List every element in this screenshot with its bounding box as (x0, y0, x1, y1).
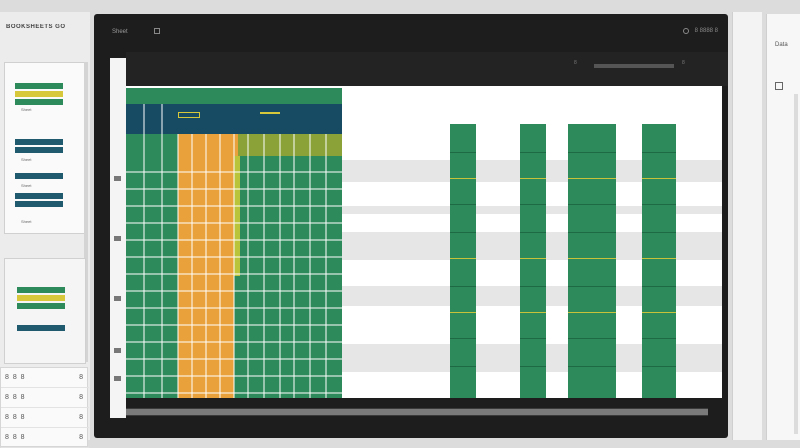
window-title: Sheet (112, 29, 128, 35)
zoom-value: 8 (682, 60, 685, 66)
cell-divider (642, 258, 676, 259)
sheet-thumbnail[interactable] (15, 139, 63, 155)
column-bar[interactable] (642, 124, 676, 398)
scrollbar-thumb[interactable] (126, 409, 708, 415)
square-icon[interactable] (775, 82, 783, 90)
cell-divider (568, 286, 616, 287)
sheet-thumbnail[interactable] (15, 173, 63, 181)
window-status: 8 8888 8 (694, 28, 718, 34)
file-name: 8 8 8 (5, 414, 26, 421)
cell-divider (450, 178, 476, 179)
cell-divider (450, 152, 476, 153)
toolbar: 8 8 (126, 52, 728, 86)
column-bar[interactable] (520, 124, 546, 398)
cell-divider (568, 338, 616, 339)
panel-scrollbar[interactable] (794, 94, 798, 434)
cell-divider (642, 204, 676, 205)
cell-divider (642, 152, 676, 153)
preview-thumbnail[interactable] (17, 287, 65, 333)
cell-divider (520, 204, 546, 205)
header-row[interactable] (126, 88, 342, 104)
thumbnail-panel[interactable]: Sheet Sheet Sheet Sheet (4, 62, 86, 234)
thumbnail-caption: Sheet (21, 219, 32, 224)
grid-lines (126, 104, 342, 398)
file-count: 8 (79, 374, 83, 381)
cell-divider (520, 152, 546, 153)
file-list: 8 8 8 8 8 8 8 8 8 8 8 8 8 8 8 8 (0, 367, 89, 448)
highlighted-header-cell[interactable] (178, 134, 238, 156)
cell-divider (642, 312, 676, 313)
sheet-thumbnail[interactable] (15, 193, 63, 209)
list-item[interactable]: 8 8 8 8 (1, 368, 89, 388)
sidebar-scrollbar[interactable] (84, 62, 88, 362)
cell-divider (642, 366, 676, 367)
cell-divider (450, 204, 476, 205)
row-marker-icon[interactable] (114, 236, 121, 241)
left-sidebar: BOOKSHEETS GO Sheet Sheet Sheet Sheet (0, 12, 90, 448)
row-gutter (110, 58, 126, 418)
cell-divider (450, 366, 476, 367)
main-window: Sheet 8 8888 8 8 8 (94, 14, 728, 438)
column-bar[interactable] (568, 124, 616, 398)
zoom-slider[interactable] (594, 64, 674, 68)
cell-divider (568, 152, 616, 153)
highlighted-column[interactable] (234, 156, 240, 276)
file-name: 8 8 8 (5, 434, 26, 441)
app-title: BOOKSHEETS GO (6, 24, 66, 30)
row-marker-icon[interactable] (114, 296, 121, 301)
preview-panel[interactable] (4, 258, 86, 364)
cell-divider (450, 286, 476, 287)
spreadsheet-canvas[interactable] (126, 86, 722, 398)
file-count: 8 (79, 414, 83, 421)
column-bar[interactable] (450, 124, 476, 398)
list-item[interactable]: 8 8 8 8 (1, 408, 89, 428)
thumbnail-caption: Sheet (21, 183, 32, 188)
cell-divider (520, 232, 546, 233)
title-bar: Sheet 8 8888 8 (94, 14, 728, 52)
thumbnail-caption: Sheet (21, 107, 32, 112)
file-name: 8 8 8 (5, 394, 26, 401)
thumbnail-caption: Sheet (21, 157, 32, 162)
file-name: 8 8 8 (5, 374, 26, 381)
sheet-thumbnail[interactable] (15, 83, 63, 107)
panel-tab[interactable]: Data (775, 42, 788, 48)
cell-divider (520, 312, 546, 313)
data-grid[interactable] (126, 86, 342, 398)
cell-divider (568, 204, 616, 205)
cell-divider (642, 286, 676, 287)
file-count: 8 (79, 394, 83, 401)
cell-divider (450, 258, 476, 259)
cell-divider (450, 232, 476, 233)
row-marker-icon[interactable] (114, 348, 121, 353)
zoom-label: 8 (574, 60, 577, 66)
cell-divider (520, 178, 546, 179)
cell-divider (520, 366, 546, 367)
list-item[interactable]: 8 8 8 8 (1, 428, 89, 448)
properties-panel: Data (766, 14, 800, 440)
cell-divider (568, 366, 616, 367)
side-panel (732, 12, 762, 440)
row-marker-icon[interactable] (114, 176, 121, 181)
header-cell[interactable] (260, 112, 280, 118)
cell-divider (642, 232, 676, 233)
cell-divider (642, 338, 676, 339)
window-controls: 8 8888 8 (682, 28, 718, 35)
square-icon[interactable] (154, 28, 160, 34)
row-marker-icon[interactable] (114, 376, 121, 381)
horizontal-scrollbar[interactable] (126, 408, 708, 416)
file-count: 8 (79, 434, 83, 441)
cell-divider (450, 312, 476, 313)
gear-icon[interactable] (682, 28, 689, 34)
cell-divider (568, 312, 616, 313)
header-cell[interactable] (178, 112, 200, 118)
cell-divider (568, 232, 616, 233)
cell-divider (520, 286, 546, 287)
cell-divider (568, 178, 616, 179)
cell-divider (568, 258, 616, 259)
cell-divider (450, 338, 476, 339)
cell-divider (642, 178, 676, 179)
cell-divider (520, 338, 546, 339)
list-item[interactable]: 8 8 8 8 (1, 388, 89, 408)
cell-divider (520, 258, 546, 259)
